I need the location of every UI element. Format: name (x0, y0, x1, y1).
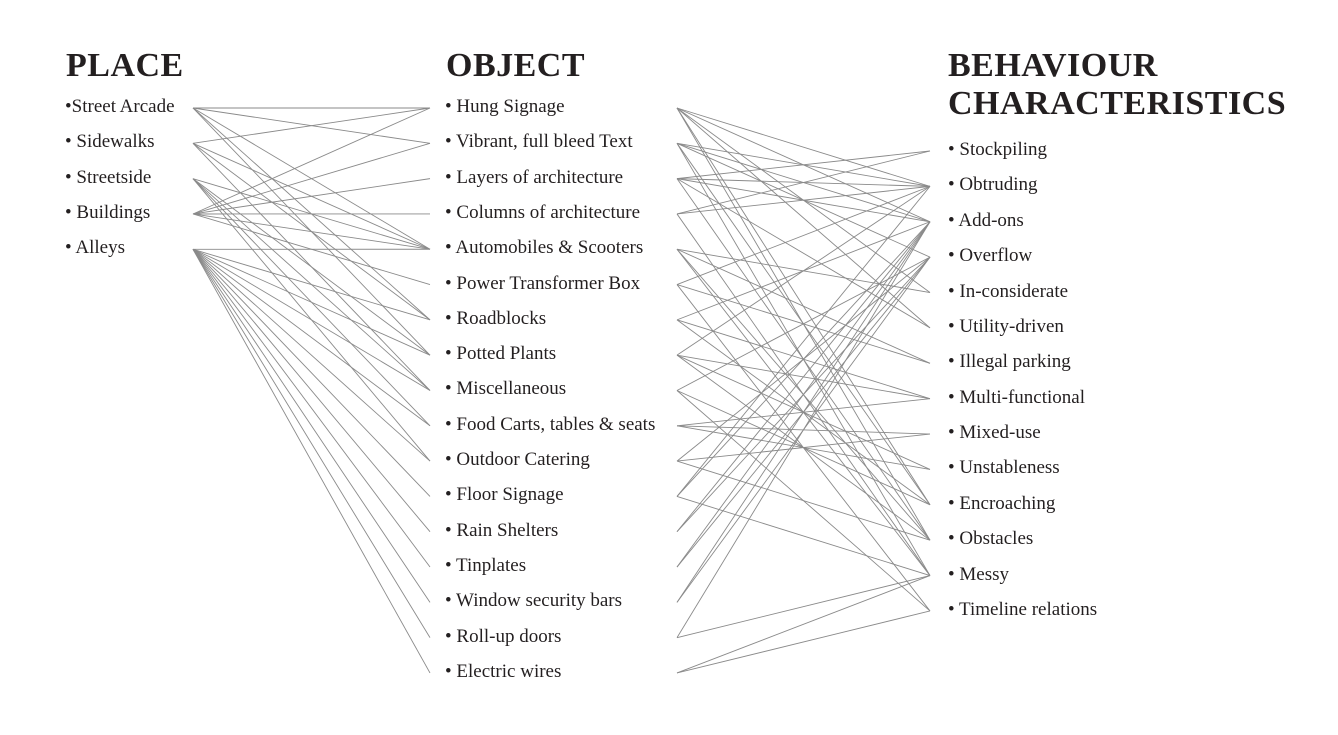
place-object-connector (192, 249, 431, 533)
behaviour-item: • Unstableness (948, 457, 1060, 479)
place-object-connector (192, 248, 431, 427)
place-object-connector (192, 142, 431, 215)
object-behaviour-connector (676, 248, 931, 364)
behaviour-item: • Overflow (948, 245, 1033, 267)
object-item: • Power Transformer Box (445, 272, 641, 294)
object-behaviour-connector (676, 495, 931, 576)
object-item: • Roadblocks (445, 307, 547, 329)
behaviour-item: • Mixed-use (948, 422, 1041, 444)
object-item: • Automobiles & Scooters (445, 237, 644, 259)
place-column-title: PLACE (66, 47, 184, 84)
behaviour-item: • In-considerate (948, 280, 1069, 302)
behaviour-item: • Obstacles (948, 528, 1034, 550)
object-behaviour-connector (676, 221, 931, 568)
object-behaviour-connector (676, 186, 931, 497)
object-behaviour-connector (676, 150, 931, 215)
object-behaviour-connector (676, 107, 931, 329)
object-behaviour-connector (676, 460, 931, 541)
place-object-connector (192, 249, 431, 603)
object-item: • Tinplates (445, 555, 527, 577)
object-behaviour-connector (676, 185, 931, 285)
object-item: • Rain Shelters (445, 519, 559, 541)
object-behaviour-connector (676, 575, 931, 639)
object-item: • Window security bars (445, 590, 623, 612)
object-behaviour-connector (676, 186, 931, 356)
object-item: • Columns of architecture (445, 201, 641, 223)
object-behaviour-connector (676, 433, 931, 462)
object-item: • Hung Signage (445, 96, 565, 117)
object-item: • Potted Plants (445, 343, 557, 365)
object-behaviour-connector (676, 107, 931, 187)
place-item: • Streetside (65, 166, 152, 188)
behaviour-column-title: BEHAVIOUR CHARACTERISTICS (948, 47, 1286, 123)
object-behaviour-connector (676, 221, 931, 497)
place-object-connector (192, 249, 431, 568)
object-behaviour-connector (676, 575, 931, 674)
place-item: • Sidewalks (65, 131, 155, 153)
place-object-connector (192, 249, 431, 674)
object-behaviour-connector (676, 610, 931, 674)
behaviour-item: • Illegal parking (948, 351, 1071, 373)
object-behaviour-connector (676, 185, 931, 215)
object-item: • Floor Signage (445, 484, 564, 506)
place-item: • Alleys (65, 237, 125, 259)
place-object-connector (192, 249, 431, 638)
behaviour-item: • Obtruding (948, 174, 1038, 196)
object-column-title: OBJECT (446, 47, 586, 84)
place-object-connector (192, 107, 431, 215)
object-item: • Outdoor Catering (445, 449, 590, 471)
place-item: •Street Arcade (65, 96, 175, 117)
behaviour-title-line-1: BEHAVIOUR (948, 47, 1158, 84)
object-item: • Food Carts, tables & seats (445, 413, 656, 435)
behaviour-item: • Timeline relations (948, 598, 1098, 620)
object-behaviour-connector (676, 221, 931, 638)
behaviour-title-line-2: CHARACTERISTICS (948, 85, 1287, 122)
object-item: • Roll-up doors (445, 625, 562, 647)
object-behaviour-connector (676, 150, 931, 180)
object-behaviour-connector (676, 221, 931, 533)
behaviour-item: • Add-ons (948, 209, 1024, 231)
place-object-connector (192, 248, 431, 321)
behaviour-item: • Messy (948, 563, 1010, 585)
place-item: • Buildings (65, 201, 151, 223)
behaviour-item: • Utility-driven (948, 315, 1064, 337)
object-behaviour-connector (676, 256, 931, 391)
place-object-connector (192, 178, 431, 215)
object-item: • Electric wires (445, 660, 562, 682)
place-object-connector (192, 213, 431, 250)
place-object-connector (192, 178, 431, 356)
behaviour-item: • Encroaching (948, 492, 1056, 514)
place-object-connector (192, 249, 431, 497)
object-item: • Miscellaneous (445, 378, 567, 400)
object-item: • Vibrant, full bleed Text (445, 131, 633, 153)
place-object-connector (192, 248, 431, 356)
behaviour-item: • Multi-functional (948, 386, 1085, 408)
object-behaviour-connector (676, 221, 931, 603)
place-object-connector (192, 107, 431, 144)
object-item: • Layers of architecture (445, 166, 624, 188)
behaviour-item: • Stockpiling (948, 139, 1048, 160)
place-object-connector (192, 248, 431, 391)
place-object-connector (192, 248, 431, 462)
